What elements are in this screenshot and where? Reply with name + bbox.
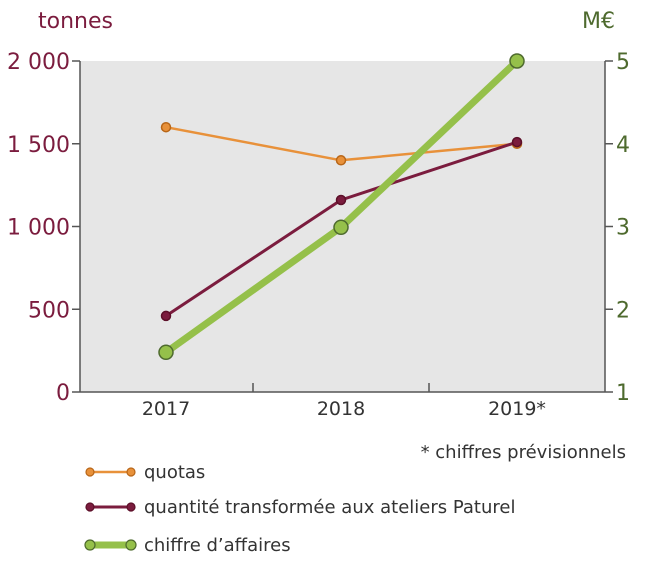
left-axis-unit: tonnes [38,9,113,34]
footnote: * chiffres prévisionnels [421,442,626,463]
legend-label: quotas [144,462,205,483]
x-tick-label: 2019* [488,398,546,420]
legend-label: chiffre d’affaires [144,535,291,556]
legend-swatch-marker [126,502,136,512]
legend-swatch-marker [85,467,95,477]
legend-label: quantité transformée aux ateliers Pature… [144,497,515,518]
x-tick-label: 2018 [317,398,365,420]
series-0-point [160,121,172,133]
series-1-point [511,136,523,148]
left-tick-label: 0 [56,381,70,406]
series-1-point [335,194,347,206]
legend-swatch-marker [84,539,96,551]
right-tick-label: 5 [616,50,630,75]
legend-swatch-marker [125,539,137,551]
series-2-point [158,344,174,361]
right-tick-label: 3 [616,216,630,241]
left-tick-label: 1 500 [7,133,70,158]
series-0-point [335,155,347,166]
right-tick-label: 1 [616,381,630,406]
right-axis-unit: M€ [582,9,615,34]
x-tick-label: 2017 [142,398,190,420]
right-tick-label: 2 [616,298,630,323]
right-tick-label: 4 [616,133,630,158]
series-2-point [333,219,349,236]
series-2-point [509,53,525,69]
left-tick-label: 500 [28,298,70,323]
series-1-point [160,310,172,322]
legend-swatch-marker [126,467,136,477]
left-tick-label: 2 000 [7,50,70,75]
legend-swatch-marker [85,502,95,512]
left-tick-label: 1 000 [7,216,70,241]
